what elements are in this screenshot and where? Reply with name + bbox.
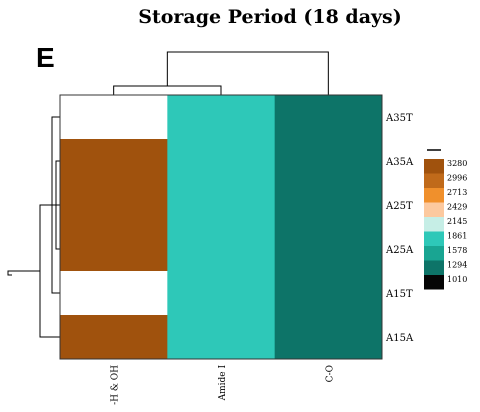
row-labels: A35T A35A A25T A25A A15T A15A — [385, 113, 414, 344]
heatmap-cell — [274, 315, 383, 360]
row-label: A35A — [385, 157, 414, 168]
legend-tick-label: 1578 — [447, 246, 467, 255]
legend-swatch — [424, 159, 444, 174]
dendrogram-branch — [166, 51, 329, 95]
column-labels: -H & OH Amide I C-O — [111, 365, 336, 405]
row-dendrogram — [7, 116, 60, 338]
column-dendrogram — [113, 51, 329, 95]
heatmap-cell — [167, 183, 276, 228]
legend-tick-label: 1294 — [447, 261, 467, 270]
heatmap-cell — [274, 139, 383, 184]
heatmap-cells — [60, 95, 383, 360]
heatmap-cell — [274, 271, 383, 316]
dendrogram-branch — [113, 85, 222, 95]
row-label: A25T — [385, 201, 413, 212]
heatmap-cell — [274, 95, 383, 140]
row-label: A35T — [385, 113, 413, 124]
legend-tick-label: 1861 — [447, 232, 467, 241]
legend-tick-label: 1010 — [447, 275, 467, 284]
heatmap-cell — [274, 183, 383, 228]
heatmap-cell — [60, 95, 168, 140]
panel-label: E — [36, 42, 55, 73]
heatmap-cell — [167, 95, 276, 140]
legend-swatch — [424, 173, 444, 188]
heatmap-cell — [60, 183, 168, 228]
chart-title: Storage Period (18 days) — [138, 6, 402, 28]
legend-tick-label: 2996 — [447, 174, 467, 183]
row-label: A15T — [385, 289, 413, 300]
heatmap-cell — [167, 139, 276, 184]
legend-tick-label: 3280 — [447, 159, 467, 168]
heatmap-border — [59, 94, 383, 360]
heatmap-cell — [60, 315, 168, 360]
row-label: A15A — [385, 333, 414, 344]
dendrogram-branch — [39, 204, 56, 338]
legend-tick-label: 2429 — [447, 203, 467, 212]
dendrogram-branch — [7, 270, 40, 276]
legend-swatch — [424, 231, 444, 246]
heatmap-cell — [167, 271, 276, 316]
legend-swatch — [424, 188, 444, 203]
heatmap-cell — [60, 271, 168, 316]
dendrogram-branch — [51, 116, 60, 294]
legend-swatch — [424, 275, 444, 290]
column-label: C-O — [325, 365, 335, 382]
legend-swatch — [424, 246, 444, 261]
legend-swatch — [424, 202, 444, 217]
heatmap-cell — [60, 139, 168, 184]
column-label: -H & OH — [111, 365, 121, 405]
heatmap-cell — [167, 227, 276, 272]
column-label: Amide I — [218, 365, 228, 402]
legend-tick-label: 2713 — [447, 188, 467, 197]
color-legend: 3280 2996 2713 2429 2145 1861 1578 1294 1010 — [424, 149, 467, 290]
legend-swatch — [424, 217, 444, 232]
heatmap-cell — [274, 227, 383, 272]
row-label: A25A — [385, 245, 414, 256]
heatmap-cell — [60, 227, 168, 272]
legend-tick-label: 2145 — [447, 217, 467, 226]
legend-swatch — [424, 260, 444, 275]
heatmap-cell — [167, 315, 276, 360]
